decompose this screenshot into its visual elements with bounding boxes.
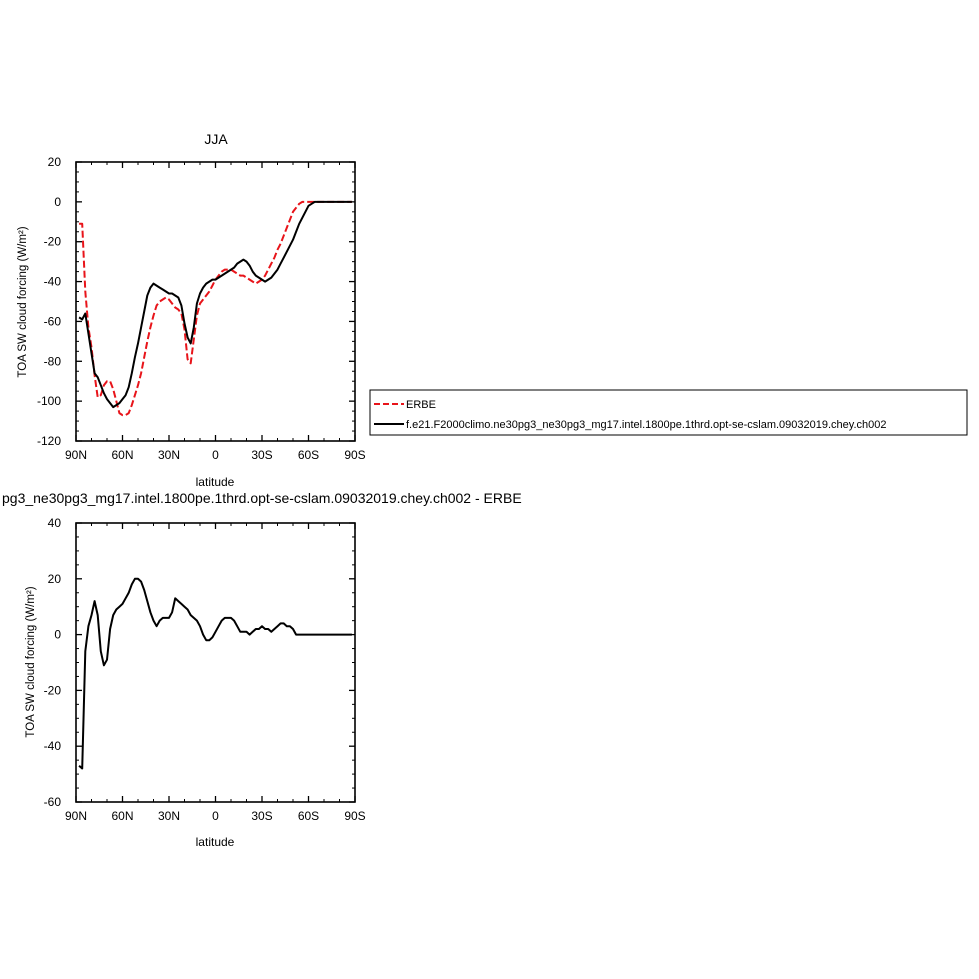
y-tick-label: -100 bbox=[37, 394, 61, 408]
y-tick-label: -40 bbox=[44, 275, 62, 289]
panel-top-xlabel: latitude bbox=[196, 475, 235, 489]
x-tick-label: 90N bbox=[65, 809, 87, 823]
y-tick-label: 0 bbox=[54, 628, 61, 642]
y-tick-label: -80 bbox=[44, 354, 62, 368]
legend-label-model: f.e21.F2000climo.ne30pg3_ne30pg3_mg17.in… bbox=[406, 419, 886, 431]
panel-bottom-ylabel: TOA SW cloud forcing (W/m²) bbox=[25, 586, 37, 737]
y-tick-label: -20 bbox=[44, 683, 62, 697]
x-tick-label: 30S bbox=[251, 448, 272, 462]
legend: ERBE f.e21.F2000climo.ne30pg3_ne30pg3_mg… bbox=[369, 389, 968, 436]
x-tick-label: 90N bbox=[65, 448, 87, 462]
y-tick-label: 40 bbox=[48, 516, 62, 530]
series-line-f bbox=[78, 200, 352, 409]
panel-bottom-xlabel: latitude bbox=[196, 835, 235, 849]
y-tick-label: -20 bbox=[44, 235, 62, 249]
series-line-difference bbox=[78, 577, 352, 770]
panel-top-ylabel: TOA SW cloud forcing (W/m²) bbox=[17, 226, 29, 377]
x-tick-label: 30N bbox=[158, 809, 180, 823]
y-tick-label: 20 bbox=[48, 572, 62, 586]
x-tick-label: 60N bbox=[111, 448, 133, 462]
y-tick-label: -120 bbox=[37, 434, 61, 448]
x-tick-label: 60S bbox=[298, 448, 319, 462]
y-tick-label: 20 bbox=[48, 155, 62, 169]
x-tick-label: 30S bbox=[251, 809, 272, 823]
y-tick-label: 0 bbox=[54, 195, 61, 209]
x-tick-label: 30N bbox=[158, 448, 180, 462]
x-tick-label: 60N bbox=[111, 809, 133, 823]
legend-label-erbe: ERBE bbox=[406, 399, 436, 411]
panel-bottom-difference: pg3_ne30pg3_mg17.intel.1800pe.1thrd.opt-… bbox=[2, 490, 522, 849]
x-tick-label: 90S bbox=[344, 448, 365, 462]
x-tick-label: 60S bbox=[298, 809, 319, 823]
panel-top-title: JJA bbox=[204, 131, 228, 147]
panel-bottom-title: pg3_ne30pg3_mg17.intel.1800pe.1thrd.opt-… bbox=[2, 490, 522, 506]
y-tick-label: -60 bbox=[44, 314, 62, 328]
y-tick-label: -60 bbox=[44, 795, 62, 809]
x-tick-label: 0 bbox=[212, 809, 219, 823]
x-tick-label: 0 bbox=[212, 448, 219, 462]
x-tick-label: 90S bbox=[344, 809, 365, 823]
legend-box bbox=[369, 389, 968, 436]
panel-top-jja: JJA 90N 60N 30N 0 30S 60S 90S 20 0 -20 -40 -60 -80 -1… bbox=[17, 131, 366, 489]
y-tick-label: -40 bbox=[44, 739, 62, 753]
